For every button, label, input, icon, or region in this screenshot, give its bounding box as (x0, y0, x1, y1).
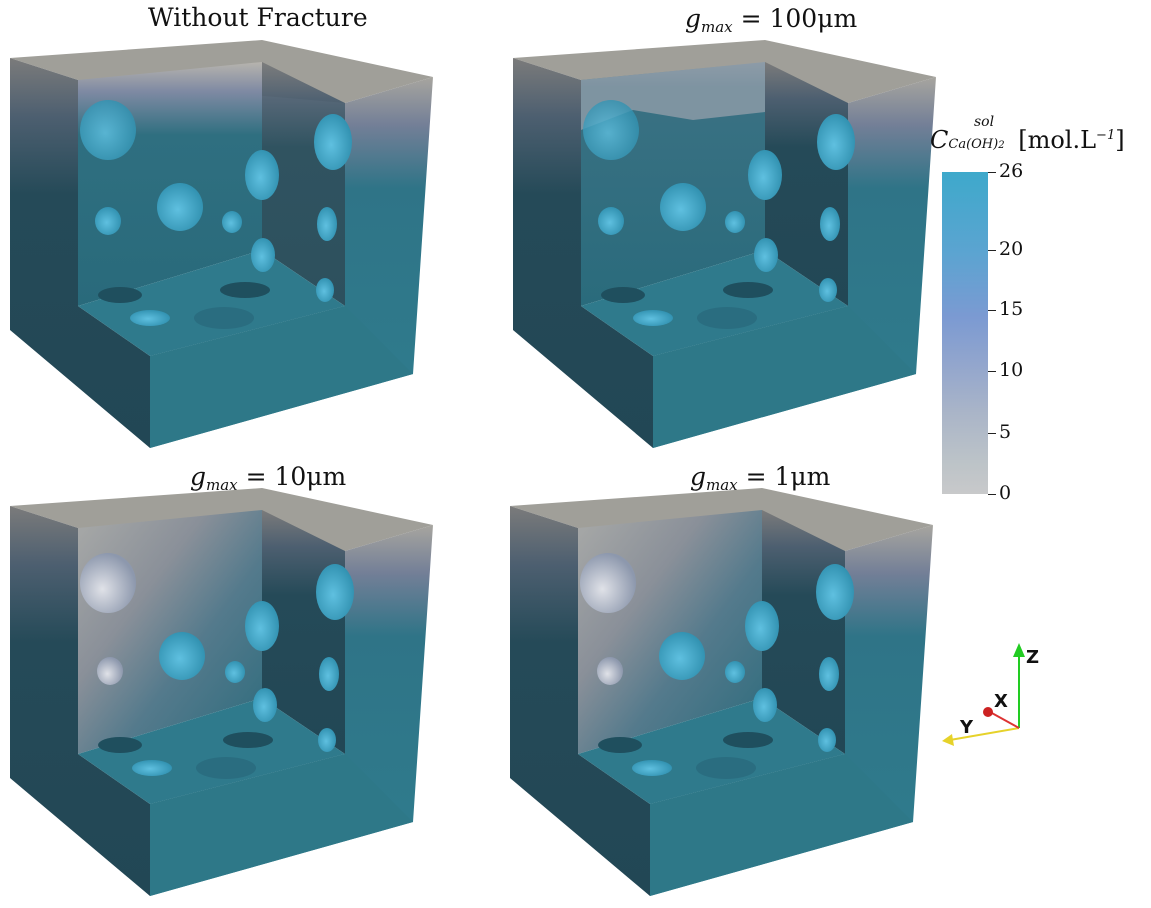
colorbar-tick-label: 10 (999, 359, 1024, 381)
colorbar-tick-label: 15 (999, 298, 1024, 320)
y-axis-arrow-icon (942, 734, 954, 746)
colorbar-tick-label: 26 (999, 160, 1024, 182)
panel-title-no-fracture: Without Fracture (148, 3, 368, 32)
cube-render-gmax-1 (510, 488, 933, 896)
colorbar-gradient (942, 172, 988, 494)
panel-title-gmax-1: gmax = 1μm (690, 462, 831, 494)
axis-label-x: X (994, 691, 1008, 712)
axis-label-z: Z (1026, 647, 1039, 668)
x-axis-marker-icon (983, 707, 993, 717)
cube-render-gmax-10 (10, 488, 433, 896)
pores (80, 553, 354, 779)
pores (583, 100, 855, 329)
z-axis-arrow-icon (1013, 643, 1025, 657)
panel-title-gmax-10: gmax = 10μm (190, 462, 347, 494)
axis-label-y: Y (959, 717, 974, 738)
orientation-axes: Z X Y (942, 643, 1039, 746)
pores (80, 100, 352, 329)
panel-title-gmax-100: gmax = 100μm (685, 4, 858, 36)
pores (580, 553, 854, 779)
colorbar-tick-label: 0 (999, 482, 1012, 504)
colorbar-tick-label: 5 (999, 421, 1012, 443)
colorbar-tick-label: 20 (999, 238, 1024, 260)
cube-render-gmax-100 (513, 40, 936, 448)
cube-render-no-fracture (10, 40, 433, 448)
